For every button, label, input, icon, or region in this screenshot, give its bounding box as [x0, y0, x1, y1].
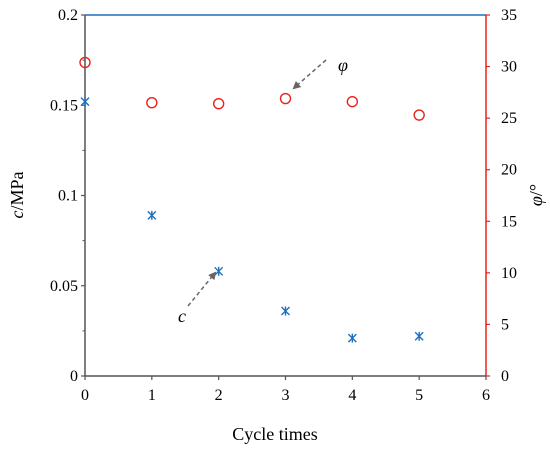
phi-data-point	[146, 96, 158, 109]
c-annotation-arrow	[187, 271, 217, 307]
phi-data-point	[279, 92, 292, 105]
left-y-tick-label: 0.15	[50, 97, 78, 114]
x-tick-label: 3	[282, 387, 290, 404]
plot-area: 0 0.05 0.1 0.15 0.2 0 5 10 15 20 25 30 35 0 1 2 3 4 5 6	[50, 7, 517, 404]
x-axis-title: Cycle times	[232, 424, 317, 444]
x-tick-label: 2	[215, 387, 223, 404]
right-y-tick-label: 5	[501, 316, 509, 333]
c-data-point	[347, 333, 357, 343]
x-tick-label: 0	[81, 387, 89, 404]
x-tick-label: 4	[348, 387, 356, 404]
phi-data-point	[212, 98, 225, 110]
c-data-point	[214, 266, 224, 276]
right-y-tick-label: 30	[501, 59, 517, 76]
left-axis-title-symbol: c	[7, 211, 27, 219]
phi-data-point	[346, 95, 359, 108]
left-y-tick-label: 0	[70, 368, 78, 385]
c-data-point	[80, 97, 90, 107]
right-y-tick-label: 20	[501, 162, 517, 179]
left-axis-title-unit: /MPa	[7, 171, 27, 210]
phi-data-point	[79, 56, 91, 69]
phi-data-point	[413, 109, 425, 121]
left-y-tick-label: 0.2	[58, 7, 78, 24]
left-y-tick-label: 0.05	[50, 278, 78, 295]
right-y-tick-label: 35	[501, 7, 517, 24]
right-y-tick-label: 25	[501, 110, 517, 127]
right-axis-title: φ/°	[526, 184, 546, 206]
right-y-tick-label: 15	[501, 213, 517, 230]
x-tick-label: 6	[482, 387, 490, 404]
right-y-tick-label: 10	[501, 265, 517, 282]
right-axis-title-unit: /°	[526, 184, 546, 196]
left-axis-title: c/MPa	[7, 171, 27, 218]
c-data-point	[414, 331, 424, 341]
c-data-point	[281, 306, 290, 316]
left-y-tick-label: 0.1	[58, 188, 78, 205]
c-annotation-label: c	[178, 306, 186, 326]
x-tick-label: 1	[148, 387, 156, 404]
right-axis-title-symbol: φ	[526, 196, 546, 206]
x-tick-label: 5	[415, 387, 423, 404]
phi-annotation-arrow	[292, 59, 327, 90]
c-data-point	[147, 210, 157, 220]
phi-annotation-label: φ	[338, 55, 348, 75]
right-y-tick-label: 0	[501, 368, 509, 385]
